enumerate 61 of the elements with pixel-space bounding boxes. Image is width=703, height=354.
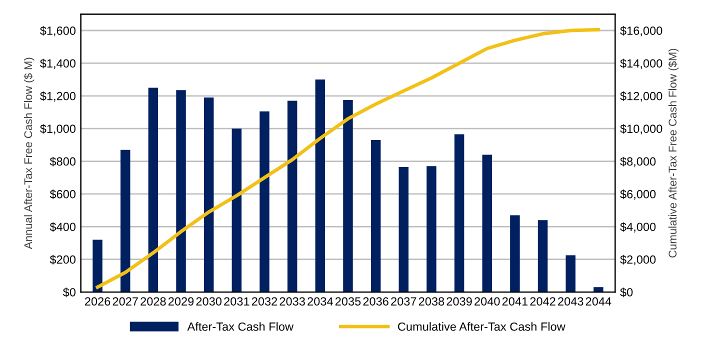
bar [176, 90, 186, 292]
bar [370, 140, 381, 292]
bar [343, 100, 353, 292]
x-tick-label: 2040 [474, 297, 500, 306]
y2-tick-label: $6,000 [620, 190, 656, 200]
x-tick-label: 2037 [391, 297, 416, 306]
y-tick-label: $200 [50, 254, 76, 264]
x-tick-label: 2032 [252, 297, 278, 306]
bar [92, 240, 102, 292]
y-tick-label: $1,200 [40, 91, 76, 102]
y2-tick-label: $2,000 [620, 254, 656, 266]
bar [260, 111, 270, 292]
y-tick-label: $800 [50, 156, 76, 166]
line-series [96, 28, 600, 289]
y-axis-title: Annual After-Tax Free Cash Flow ($ M) [24, 58, 34, 250]
y-tick-label: $0 [62, 288, 76, 298]
bar [566, 255, 576, 292]
bar [398, 167, 409, 292]
x-tick-label: 2034 [308, 297, 333, 306]
x-tick-label: 2028 [140, 297, 166, 306]
legend-label: After-Tax Cash Flow [187, 322, 294, 331]
y-tick-label: $600 [50, 190, 76, 200]
bar [538, 220, 548, 292]
x-tick-label: 2031 [224, 297, 250, 306]
bar [482, 154, 492, 292]
y2-tick-label: $4,000 [620, 222, 656, 232]
x-tick-label: 2041 [502, 297, 528, 306]
bar [426, 166, 436, 292]
x-tick-label: 2033 [280, 297, 305, 306]
y2-axis-title: Cumulative After-Tax Free Cash Flow ($M) [668, 48, 679, 258]
x-tick-label: 2029 [168, 297, 194, 306]
bar [148, 88, 158, 292]
y2-tick-label: $0 [620, 288, 633, 298]
x-tick-label: 2036 [363, 297, 388, 306]
legend-label: Cumulative After-Tax Cash Flow [398, 322, 566, 331]
y-tick-label: $1,400 [40, 58, 76, 69]
bar [232, 128, 242, 292]
x-tick-label: 2038 [418, 297, 444, 306]
y2-tick-label: $14,000 [620, 58, 662, 69]
y2-tick-label: $16,000 [620, 26, 662, 36]
x-tick-label: 2039 [446, 297, 472, 306]
bar [454, 134, 464, 292]
x-tick-label: 2026 [85, 297, 110, 306]
y2-tick-label: $10,000 [620, 124, 662, 134]
bar [315, 80, 326, 292]
x-tick-label: 2030 [196, 297, 222, 306]
bar [510, 215, 520, 292]
bar [594, 287, 604, 292]
y-tick-label: $1,000 [40, 124, 76, 134]
y2-tick-label: $12,000 [620, 91, 662, 102]
x-tick-label: 2035 [335, 297, 361, 306]
y-tick-label: $400 [50, 222, 76, 232]
bar [287, 100, 298, 292]
x-tick-label: 2044 [586, 297, 612, 306]
bar [120, 150, 130, 292]
y-tick-label: $1,600 [40, 26, 76, 36]
y2-tick-label: $8,000 [620, 156, 656, 168]
x-tick-label: 2042 [530, 297, 556, 306]
x-tick-label: 2027 [112, 297, 138, 306]
x-tick-label: 2043 [558, 297, 584, 306]
bar [204, 98, 214, 292]
